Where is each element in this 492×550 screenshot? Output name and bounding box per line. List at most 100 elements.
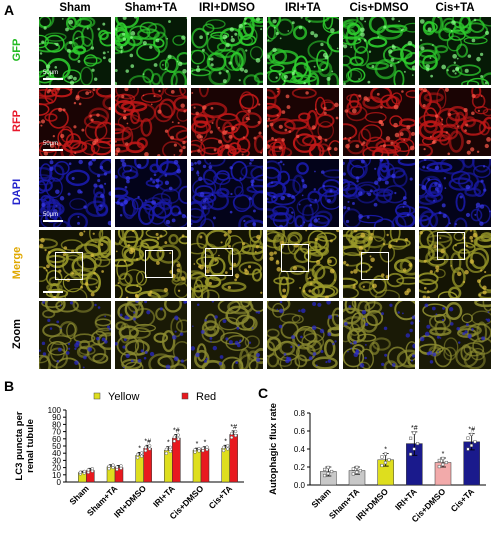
- significance-mark: *: [442, 451, 445, 458]
- zoom-region-box: [145, 250, 173, 278]
- zoom-region-box: [437, 232, 465, 260]
- data-point: [193, 448, 197, 452]
- data-point: [226, 447, 230, 451]
- micrograph-tile: [39, 88, 111, 156]
- data-point: [380, 463, 384, 468]
- data-point: [82, 469, 86, 474]
- micrograph-tile: [191, 17, 263, 85]
- y-tick-label: 20: [52, 464, 61, 473]
- significance-mark: *#: [468, 427, 475, 434]
- micrograph-tile: [343, 88, 415, 156]
- column-header: Cis+DMSO: [349, 2, 409, 14]
- significance-mark: *#: [230, 424, 237, 431]
- y-tick-label: 40: [52, 449, 61, 458]
- bar: [114, 467, 124, 483]
- y-tick-label: 10: [52, 471, 61, 480]
- data-point: [78, 470, 82, 474]
- data-point: [412, 447, 416, 451]
- scale-bar: [43, 149, 63, 151]
- micrograph-tile: [191, 230, 263, 298]
- significance-mark: *: [204, 440, 207, 447]
- micrograph-tile: [115, 159, 187, 227]
- legend-label: Yellow: [108, 391, 139, 403]
- significance-mark: *: [138, 445, 141, 452]
- x-tick-label: IRI+TA: [151, 483, 177, 509]
- data-point: [441, 462, 445, 467]
- bar: [164, 450, 173, 483]
- data-point: [444, 460, 448, 465]
- data-point: [330, 469, 334, 474]
- data-point: [380, 455, 384, 459]
- data-point: [326, 465, 330, 469]
- data-point: [387, 458, 391, 462]
- data-point: [164, 447, 168, 451]
- data-point: [222, 445, 226, 450]
- micrograph-tile: [115, 301, 187, 369]
- data-point: [176, 433, 180, 437]
- data-point: [473, 440, 477, 444]
- bar: [221, 447, 230, 483]
- bar: [192, 450, 202, 483]
- data-point: [234, 433, 238, 438]
- data-point: [172, 439, 176, 443]
- data-point: [358, 469, 362, 473]
- micrograph-tile: [39, 159, 111, 227]
- significance-mark: *#: [144, 438, 151, 445]
- scale-bar-label: 50μm: [43, 141, 59, 147]
- y-tick-label: 0: [57, 478, 62, 487]
- row-label: Zoom: [11, 319, 23, 349]
- y-tick-label: 0.8: [294, 409, 306, 418]
- micrograph-tile: [419, 17, 491, 85]
- micrograph-tile: [115, 88, 187, 156]
- panel-label-a: A: [4, 2, 15, 18]
- micrograph-tile: [343, 230, 415, 298]
- data-point: [197, 446, 201, 451]
- x-tick-label: Cis+TA: [449, 486, 477, 514]
- column-header: Cis+TA: [435, 2, 475, 14]
- data-point: [409, 452, 413, 456]
- data-point: [140, 454, 144, 458]
- data-point: [469, 443, 474, 448]
- data-point: [119, 464, 123, 468]
- data-point: [144, 445, 148, 450]
- micrograph-figure: Sham Sham+TA IRI+DMSO IRI+TA Cis+DMSO Cis+TA G…: [11, 2, 491, 369]
- zoom-region-box: [281, 244, 309, 272]
- data-point: [144, 448, 148, 453]
- bar: [229, 434, 238, 483]
- zoom-region-box: [361, 252, 389, 280]
- data-point: [90, 467, 94, 471]
- micrograph-tile: [267, 88, 339, 156]
- significance-mark: *#: [411, 425, 418, 432]
- scale-bar: [43, 78, 63, 80]
- y-tick-label: 90: [52, 413, 61, 422]
- data-point: [111, 463, 115, 467]
- y-axis-label: renal tubule: [25, 419, 36, 473]
- y-tick-label: 60: [52, 435, 61, 444]
- data-point: [176, 437, 180, 441]
- data-point: [412, 431, 416, 435]
- legend-label: Red: [196, 391, 216, 403]
- data-point: [168, 445, 172, 449]
- data-point: [230, 431, 234, 436]
- micrograph-tile: [191, 88, 263, 156]
- micrograph-tile: [267, 17, 339, 85]
- zoom-region-box: [205, 248, 233, 276]
- bar: [143, 447, 152, 483]
- data-point: [437, 465, 441, 469]
- column-header: IRI+DMSO: [199, 2, 255, 14]
- micrograph-tile: [419, 159, 491, 227]
- legend-swatch: [181, 392, 189, 400]
- data-point: [115, 465, 119, 469]
- micrograph-tile: [115, 17, 187, 85]
- data-point: [201, 446, 205, 450]
- significance-mark: *: [167, 440, 170, 447]
- data-point: [466, 447, 470, 451]
- data-point: [409, 436, 413, 440]
- data-point: [222, 448, 226, 453]
- data-point: [168, 449, 172, 453]
- micrograph-tile: [343, 301, 415, 369]
- data-point: [355, 465, 359, 469]
- micrograph-tile: [267, 230, 339, 298]
- column-header: IRI+TA: [285, 2, 321, 14]
- legend-swatch: [93, 392, 101, 400]
